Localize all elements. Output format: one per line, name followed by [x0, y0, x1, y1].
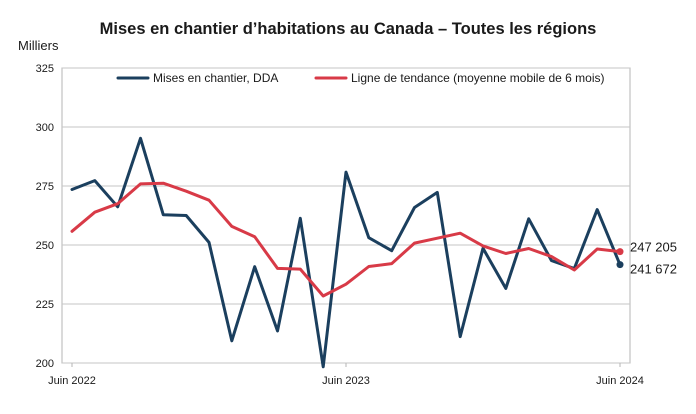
point-starts-24 — [616, 261, 624, 269]
plot-area-border — [61, 67, 631, 364]
point-trend-24 — [616, 248, 624, 256]
series-line-trend — [70, 181, 622, 298]
x-tick-label-1: Juin 2023 — [322, 375, 370, 387]
y-axis-unit-label: Milliers — [18, 38, 59, 53]
chart-title: Mises en chantier d’habitations au Canad… — [99, 20, 597, 38]
y-tick-label-325: 325 — [36, 63, 54, 75]
x-tick-label-2: Juin 2024 — [596, 375, 644, 387]
y-tick-label-275: 275 — [36, 181, 54, 193]
y-tick-label-225: 225 — [36, 299, 54, 311]
y-tick-label-200: 200 — [36, 358, 54, 370]
end-label-trend: 247 205 — [630, 240, 677, 255]
x-tick-label-0: Juin 2022 — [48, 375, 96, 387]
end-label-starts: 241 672 — [630, 262, 677, 277]
legend-label-0: Mises en chantier, DDA — [153, 71, 278, 85]
legend-label-1: Ligne de tendance (moyenne mobile de 6 m… — [351, 71, 605, 85]
y-tick-label-300: 300 — [36, 122, 54, 134]
y-tick-label-250: 250 — [36, 240, 54, 252]
